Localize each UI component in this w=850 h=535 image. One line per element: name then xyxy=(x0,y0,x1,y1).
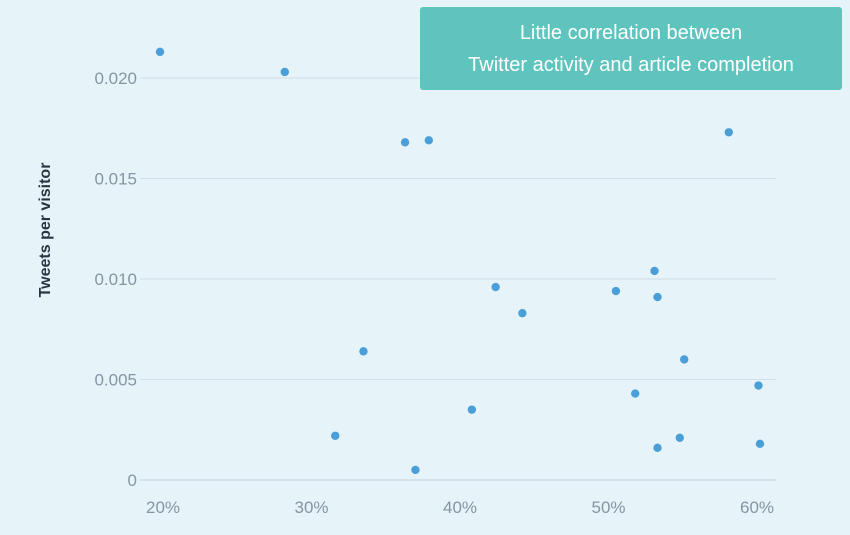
annotation-line-2: Twitter activity and article completion xyxy=(468,53,794,76)
scatter-point[interactable] xyxy=(650,266,659,276)
y-tick-label: 0.005 xyxy=(94,371,137,390)
scatter-point[interactable] xyxy=(724,128,733,137)
x-tick-label: 40% xyxy=(443,498,477,517)
x-tick-label: 30% xyxy=(294,498,328,517)
y-axis-label: Tweets per visitor xyxy=(37,163,54,298)
y-tick-label: 0.015 xyxy=(94,170,137,189)
scatter-point[interactable] xyxy=(491,282,500,292)
scatter-point[interactable] xyxy=(755,439,765,449)
grid-lines xyxy=(140,77,776,481)
scatter-point[interactable] xyxy=(518,308,527,318)
scatter-point[interactable] xyxy=(680,355,689,364)
scatter-point[interactable] xyxy=(675,433,684,442)
scatter-point[interactable] xyxy=(359,347,368,356)
y-tick-label: 0.020 xyxy=(94,69,137,88)
scatter-point[interactable] xyxy=(424,136,434,145)
scatter-point[interactable] xyxy=(467,405,477,414)
scatter-point[interactable] xyxy=(754,381,763,390)
scatter-point[interactable] xyxy=(155,47,165,57)
scatter-point[interactable] xyxy=(611,286,621,296)
y-axis-ticks: 0 0.005 0.010 0.015 0.020 xyxy=(94,69,137,490)
x-tick-label: 20% xyxy=(146,498,180,517)
scatter-point[interactable] xyxy=(653,292,662,302)
y-tick-label: 0 xyxy=(128,471,137,490)
y-tick-label: 0.010 xyxy=(94,270,137,289)
annotation-callout: Little correlation between Twitter activ… xyxy=(420,7,842,90)
scatter-point[interactable] xyxy=(280,67,289,77)
data-points xyxy=(155,47,765,475)
scatter-point[interactable] xyxy=(400,138,410,147)
annotation-line-1: Little correlation between xyxy=(519,21,743,44)
scatter-point[interactable] xyxy=(411,465,420,475)
x-tick-label: 60% xyxy=(740,498,774,517)
scatter-point[interactable] xyxy=(331,431,340,440)
x-tick-label: 50% xyxy=(591,498,625,517)
scatter-point[interactable] xyxy=(653,443,662,453)
x-axis-ticks: 20% 30% 40% 50% 60% xyxy=(146,498,774,517)
scatter-point[interactable] xyxy=(631,389,640,398)
